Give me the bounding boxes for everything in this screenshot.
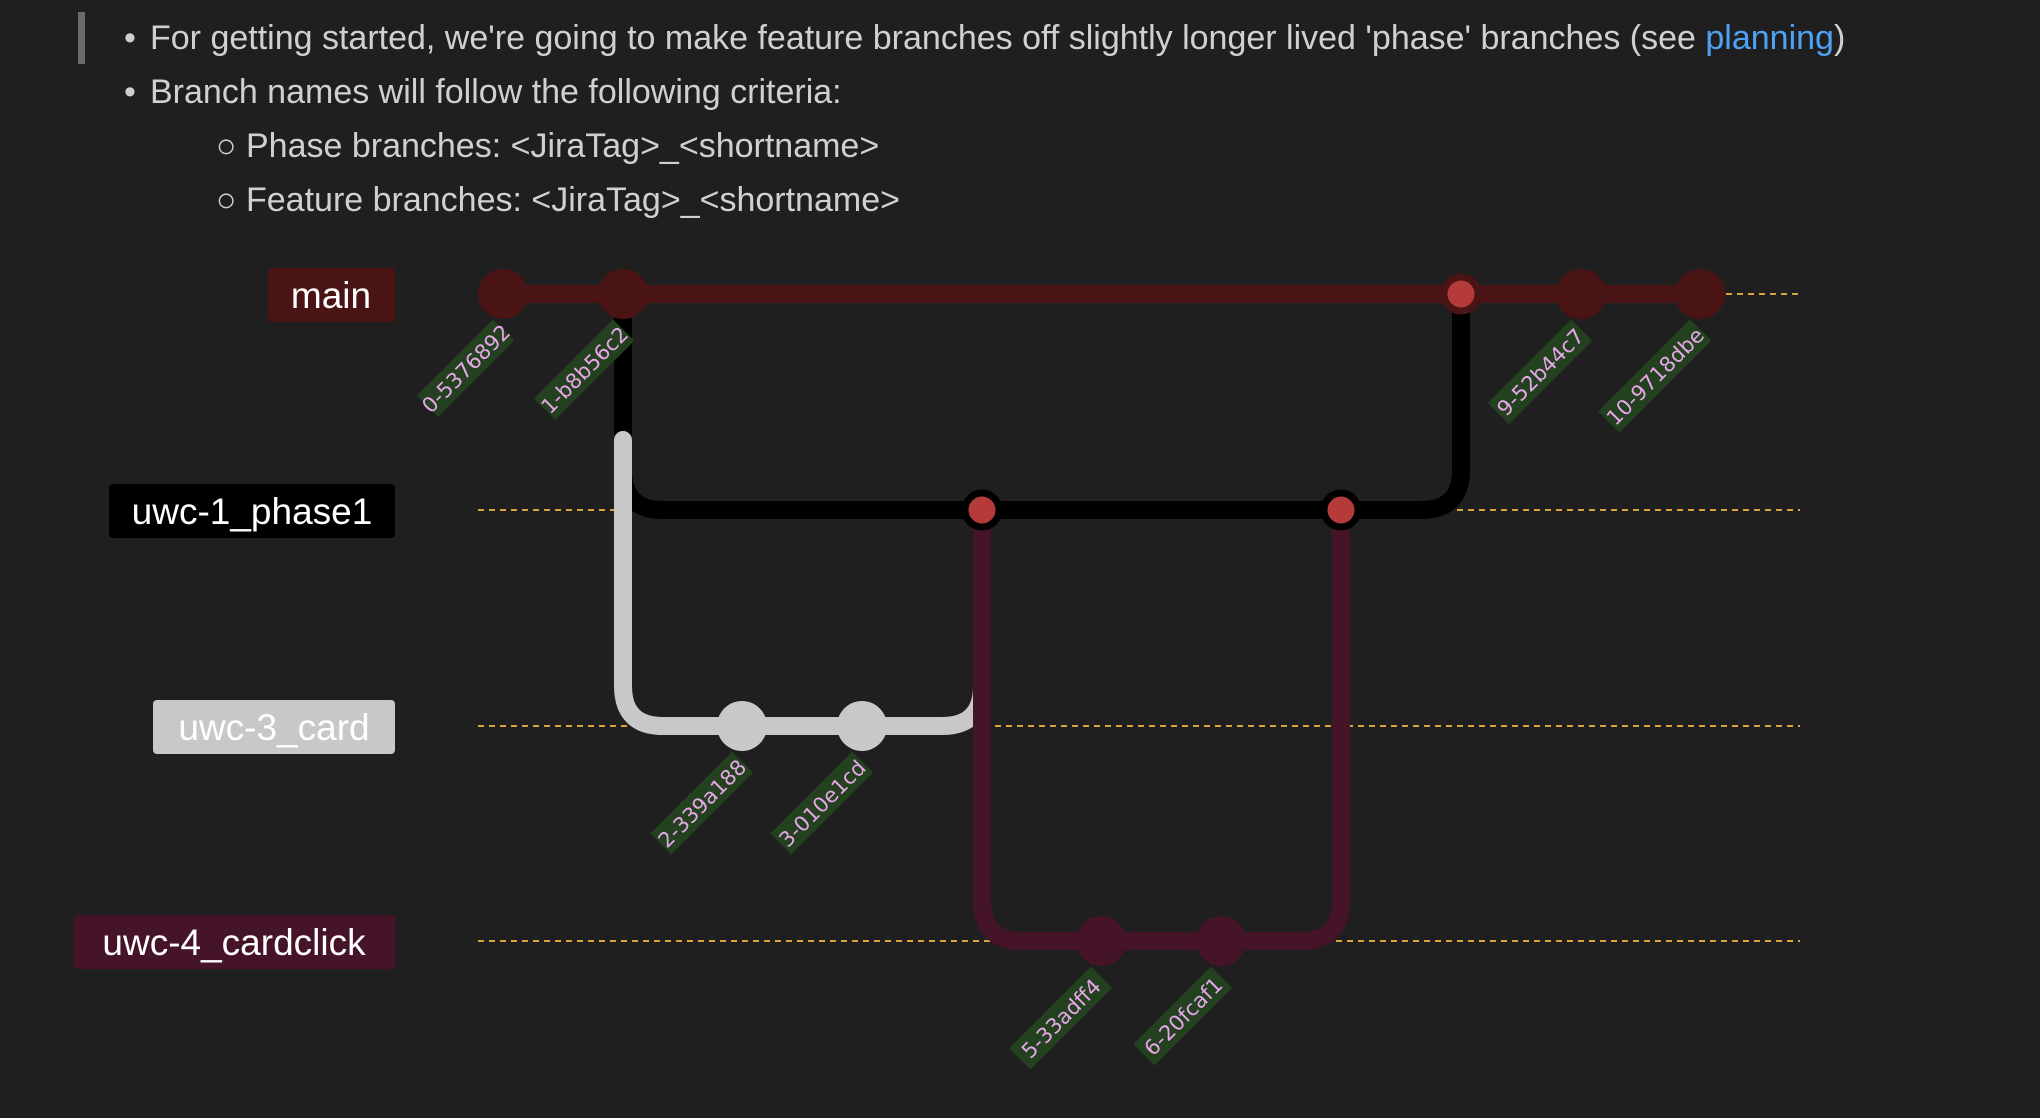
- merge-commit-node[interactable]: [961, 489, 1003, 531]
- branch-tags: main uwc-1_phase1 uwc-3_card uwc-4_cardc…: [74, 268, 395, 969]
- bullet-text: Branch names will follow the following c…: [150, 73, 842, 111]
- sub-bullet-feature-branches: ○ Feature branches: <JiraTag>_<shortname…: [216, 180, 900, 220]
- commit-node[interactable]: [1076, 916, 1126, 966]
- commit-node[interactable]: [1556, 269, 1606, 319]
- branch-line-uwc-4-cardclick: [973, 501, 1350, 950]
- commit-label: 0-5376892: [416, 319, 515, 418]
- commit-label: 9-52b44c7: [1487, 319, 1593, 425]
- sub-bullet-marker: ○: [216, 181, 237, 219]
- commit-node[interactable]: [1675, 269, 1725, 319]
- commit-label-text: 3-010e1cd: [774, 756, 870, 852]
- sub-bullet-phase-branches: ○ Phase branches: <JiraTag>_<shortname>: [216, 126, 880, 166]
- merge-commit-node[interactable]: [1320, 489, 1362, 531]
- commit-node[interactable]: [717, 701, 767, 751]
- branch-tag-uwc-3-card[interactable]: uwc-3_card: [153, 700, 395, 754]
- sub-bullet-marker: ○: [216, 127, 237, 165]
- commit-labels: 0-5376892 1-b8b56c2 2-339a188 3-010e1cd …: [416, 319, 1712, 1070]
- commit-label: 3-010e1cd: [770, 751, 874, 855]
- merge-commit-node[interactable]: [1440, 273, 1482, 315]
- commits: [478, 269, 1725, 966]
- sub-bullet-text: Phase branches: <JiraTag>_<shortname>: [246, 127, 880, 165]
- commit-label-text: 9-52b44c7: [1492, 324, 1589, 421]
- branch-tag-label: uwc-1_phase1: [132, 491, 373, 532]
- branch-tag-label: uwc-4_cardclick: [102, 922, 366, 963]
- branch-paths: [494, 285, 1709, 950]
- branch-line-uwc-3-card: [614, 431, 991, 735]
- branch-tag-uwc-1-phase1[interactable]: uwc-1_phase1: [109, 484, 395, 538]
- commit-label: 6-20fcaf1: [1133, 966, 1233, 1066]
- commit-label-text: 2-339a188: [654, 755, 752, 853]
- branch-tag-label: uwc-3_card: [178, 707, 369, 748]
- bullet-text-tail: ): [1833, 19, 1846, 57]
- commit-label-text: 0-5376892: [417, 320, 515, 418]
- commit-label-text: 5-33adff4: [1017, 974, 1106, 1063]
- commit-label-text: 6-20fcaf1: [1140, 973, 1228, 1061]
- merge-commits: [961, 273, 1482, 531]
- commit-label: 5-33adff4: [1009, 966, 1113, 1070]
- bullet-marker: •: [124, 19, 136, 57]
- bullet-branch-names: • Branch names will follow the following…: [124, 72, 842, 112]
- commit-node[interactable]: [1196, 916, 1246, 966]
- bullet-marker: •: [124, 73, 136, 111]
- blockquote-bar: [78, 12, 85, 64]
- branch-line-uwc-1-phase1: [614, 285, 1470, 519]
- branch-tag-label: main: [291, 275, 371, 316]
- branch-tag-main[interactable]: main: [268, 268, 395, 322]
- bullet-feature-branches: • For getting started, we're going to ma…: [124, 18, 1846, 58]
- branch-tag-uwc-4-cardclick[interactable]: uwc-4_cardclick: [74, 915, 395, 969]
- bullet-text: For getting started, we're going to make…: [150, 19, 1706, 57]
- commit-label-text: 10-9718dbe: [1602, 323, 1709, 430]
- sub-bullet-text: Feature branches: <JiraTag>_<shortname>: [246, 181, 900, 219]
- commit-node[interactable]: [837, 701, 887, 751]
- commit-label: 10-9718dbe: [1598, 319, 1712, 433]
- commit-node[interactable]: [478, 269, 528, 319]
- commit-label: 2-339a188: [650, 751, 754, 855]
- planning-link[interactable]: planning: [1705, 19, 1834, 57]
- commit-node[interactable]: [598, 269, 648, 319]
